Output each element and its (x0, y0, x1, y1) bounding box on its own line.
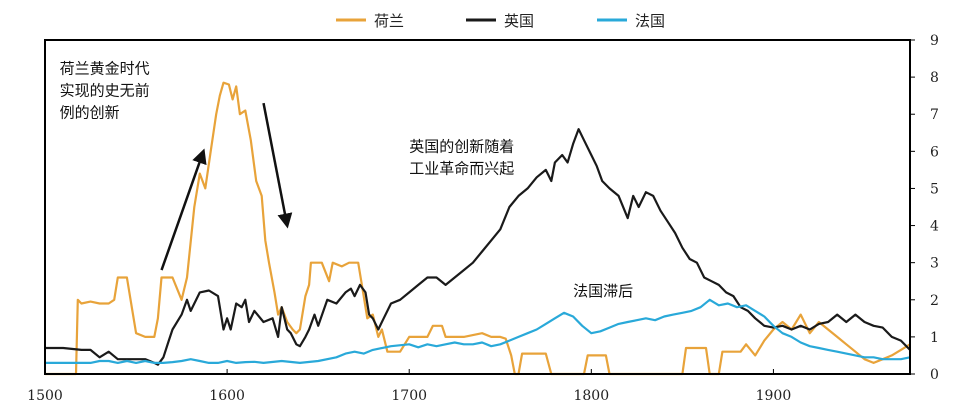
y-tick-label-8: 8 (930, 70, 939, 86)
y-tick-label-5: 5 (930, 181, 939, 197)
legend: 荷兰 英国 法国 (336, 12, 665, 30)
plot-area (45, 81, 911, 376)
annotation-2: 法国滞后 (573, 282, 633, 300)
x-tick-label-0: 1500 (27, 388, 63, 404)
annotation-0: 荷兰黄金时代实现的史无前例的创新 (60, 59, 150, 121)
annotation-1: 英国的创新随着工业革命而兴起 (409, 137, 514, 177)
series-line-0 (45, 81, 911, 376)
legend-label-0: 荷兰 (374, 12, 404, 30)
legend-label-2: 法国 (635, 12, 665, 30)
x-tick-label-2: 1700 (391, 388, 427, 404)
series-line-2 (45, 298, 911, 364)
y-tick-label-6: 6 (930, 144, 939, 160)
x-tick-label-4: 1900 (756, 388, 792, 404)
legend-label-1: 英国 (504, 12, 534, 30)
x-tick-label-3: 1800 (573, 388, 609, 404)
y-tick-label-4: 4 (930, 219, 939, 235)
x-tick-label-1: 1600 (209, 388, 245, 404)
arrow-1 (262, 102, 293, 229)
y-tick-label-0: 0 (930, 367, 939, 383)
arrow-0 (160, 148, 207, 271)
y-tick-label-2: 2 (930, 293, 939, 309)
plot-frame (44, 39, 911, 375)
axes: 1500 1600 1700 1800 1900 0 1 2 3 4 5 6 7 8 9 (27, 33, 939, 404)
y-tick-label-3: 3 (930, 256, 939, 272)
y-tick-label-1: 1 (930, 330, 939, 346)
series-line-1 (45, 128, 911, 366)
y-tick-label-9: 9 (930, 33, 939, 49)
y-tick-label-7: 7 (930, 107, 939, 123)
